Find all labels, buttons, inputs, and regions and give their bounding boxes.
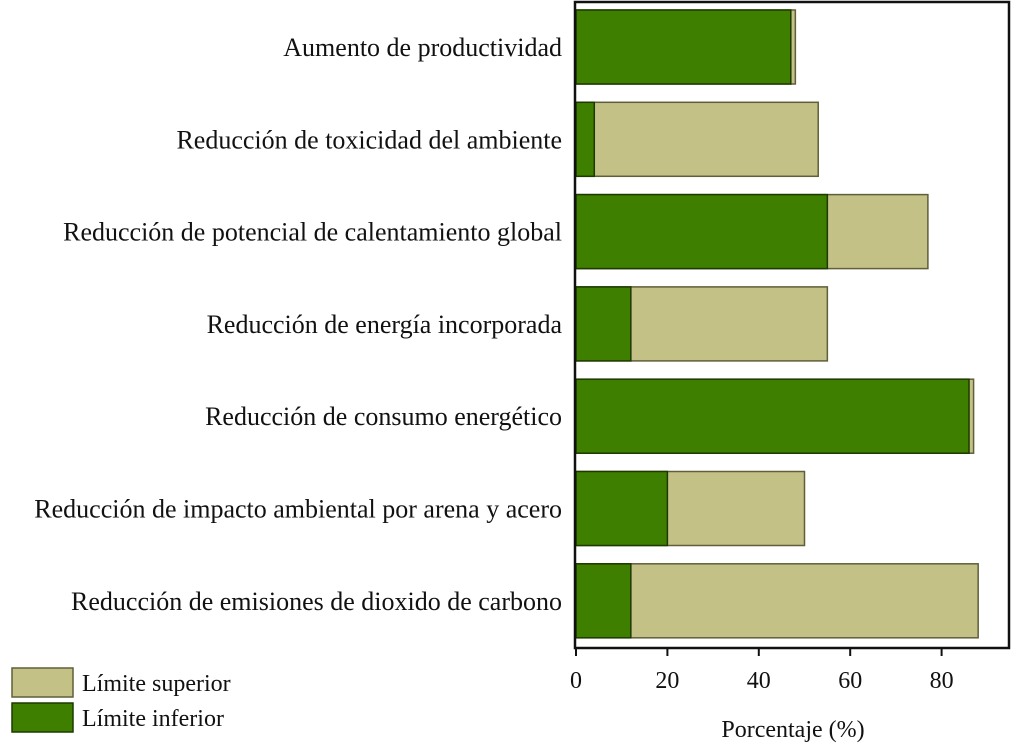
category-label: Aumento de productividad: [283, 33, 562, 62]
bar-lower: [575, 563, 632, 639]
x-axis-ticks: 0 20 40 60 80: [570, 648, 954, 694]
bar-lower: [575, 193, 829, 270]
legend-swatch: [11, 702, 74, 733]
legend-label: Límite inferior: [82, 706, 224, 732]
x-tick-label: 80: [930, 668, 954, 694]
category-label: Reducción de consumo energético: [205, 402, 562, 431]
bars-group: [575, 9, 979, 639]
bar-upper: [575, 101, 819, 178]
x-tick-label: 40: [747, 668, 771, 694]
category-labels: Aumento de productividad Reducción de tox…: [34, 33, 562, 616]
category-label: Reducción de impacto ambiental por arena…: [34, 495, 562, 524]
bar-upper: [575, 563, 979, 639]
bar-lower: [575, 470, 669, 547]
bar-lower: [575, 286, 632, 362]
x-tick-label: 20: [655, 668, 679, 694]
x-tick-label: 60: [838, 668, 862, 694]
plot-frame: [573, 0, 1011, 650]
category-label: Reducción de potencial de calentamiento …: [63, 218, 562, 247]
x-tick-label: 0: [570, 668, 582, 694]
legend-label: Límite superior: [82, 671, 231, 697]
legend-swatch: [11, 667, 74, 698]
category-label: Reducción de emisiones de dioxido de car…: [71, 587, 562, 616]
x-axis-label: Porcentaje (%): [721, 717, 864, 743]
category-label: Reducción de energía incorporada: [207, 310, 563, 339]
bar-lower: [575, 378, 970, 454]
category-label: Reducción de toxicidad del ambiente: [176, 125, 562, 154]
bar-lower: [575, 9, 792, 85]
legend: Límite superior Límite inferior: [11, 667, 231, 733]
bar-lower: [575, 101, 596, 178]
